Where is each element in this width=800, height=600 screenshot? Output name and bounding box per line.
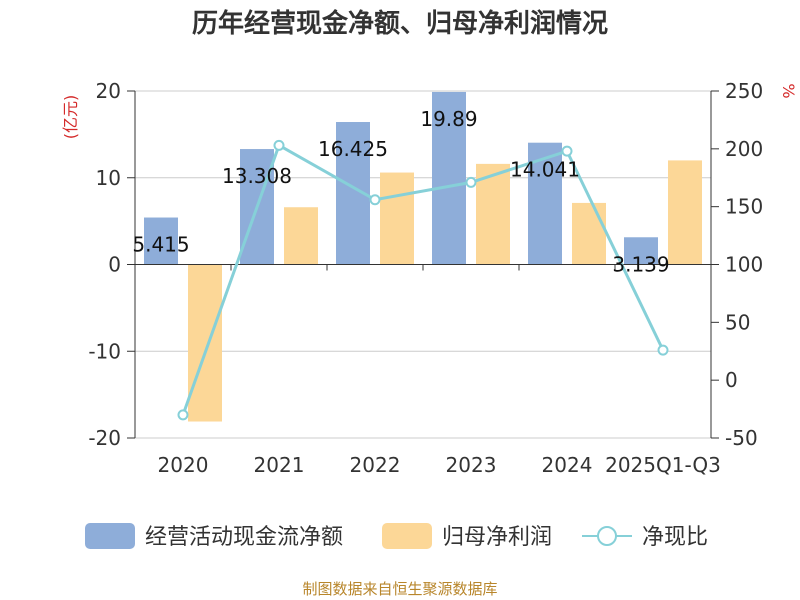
- bar-cashflow: [432, 91, 466, 265]
- line-group: [177, 139, 669, 421]
- category-label: 2023: [446, 453, 497, 477]
- data-labels-group: 5.415 13.308 16.425 19.89 14.041 3.139: [132, 107, 669, 276]
- category-label: 2024: [542, 453, 593, 477]
- ratio-point: [177, 409, 189, 421]
- right-tick-label: 200: [725, 137, 763, 161]
- bar-profit: [572, 202, 606, 265]
- ratio-point: [561, 145, 573, 157]
- bar-data-label: 14.041: [510, 158, 580, 182]
- legend-label-ratio: 净现比: [642, 525, 708, 550]
- bar-profit: [188, 264, 222, 422]
- left-tick-label: 10: [96, 166, 121, 190]
- ratio-point: [369, 194, 381, 206]
- right-tick-label: -50: [725, 426, 758, 450]
- axes-group: -20 -10 0 10 20 -50 0 50 100 150 200 250 2020 2021 202…: [88, 79, 763, 477]
- legend-swatch: [382, 523, 432, 549]
- source-note: 制图数据来自恒生聚源数据库: [302, 580, 497, 598]
- right-tick-label: 250: [725, 79, 763, 103]
- bar-data-label: 16.425: [318, 137, 388, 161]
- legend-label-profit: 归母净利润: [442, 525, 552, 550]
- bar-data-label: 5.415: [132, 233, 189, 257]
- legend-swatch: [85, 523, 135, 549]
- ratio-point: [465, 176, 477, 188]
- bar-profit: [380, 172, 414, 265]
- right-tick-label: 50: [725, 310, 750, 334]
- bar-profit: [668, 160, 702, 265]
- right-axis-unit: %: [779, 83, 798, 98]
- left-axis-unit: (亿元): [61, 95, 80, 140]
- bar-data-label: 13.308: [222, 164, 292, 188]
- category-label: 2022: [350, 453, 401, 477]
- left-tick-label: 0: [108, 253, 121, 277]
- category-label: 2020: [158, 453, 209, 477]
- ratio-point: [273, 139, 285, 151]
- ratio-point: [657, 344, 669, 356]
- left-tick-label: -20: [88, 426, 121, 450]
- bar-profit: [284, 207, 318, 265]
- legend: 经营活动现金流净额 归母净利润 净现比: [85, 523, 708, 550]
- category-label: 2021: [254, 453, 305, 477]
- category-label: 2025Q1-Q3: [605, 453, 721, 477]
- chart-title: 历年经营现金净额、归母净利润情况: [192, 8, 608, 39]
- left-tick-label: 20: [96, 79, 121, 103]
- legend-label-cashflow: 经营活动现金流净额: [145, 525, 343, 550]
- right-tick-label: 150: [725, 195, 763, 219]
- right-tick-label: 0: [725, 368, 738, 392]
- ratio-line: [181, 143, 665, 416]
- right-tick-label: 100: [725, 253, 763, 277]
- bar-cashflow: [624, 237, 658, 265]
- bar-profit: [476, 163, 510, 265]
- left-tick-label: -10: [88, 339, 121, 363]
- bar-data-label: 3.139: [612, 252, 669, 276]
- bar-cashflow: [144, 217, 178, 265]
- grid-lines: [135, 90, 711, 439]
- legend-marker: [597, 526, 617, 546]
- bar-data-label: 19.89: [420, 107, 477, 131]
